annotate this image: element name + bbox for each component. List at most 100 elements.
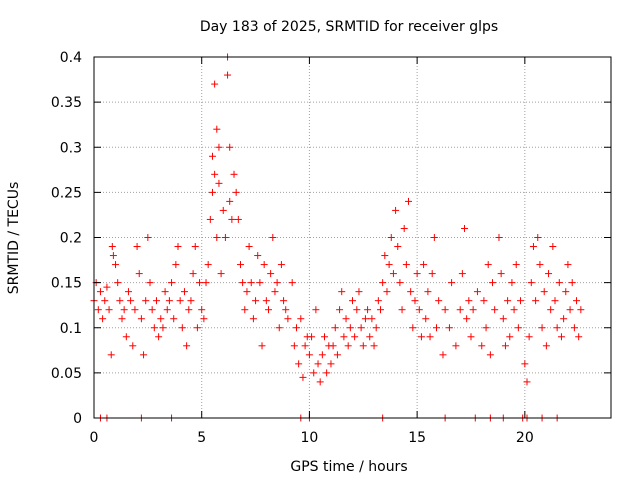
x-tick-label: 20 bbox=[516, 430, 534, 446]
data-point bbox=[129, 342, 137, 350]
data-point bbox=[545, 270, 553, 278]
data-point bbox=[448, 279, 456, 287]
data-point bbox=[340, 333, 348, 341]
data-point bbox=[236, 261, 244, 269]
data-point bbox=[540, 288, 548, 296]
data-point bbox=[428, 270, 436, 278]
data-point bbox=[299, 373, 307, 381]
data-point bbox=[333, 351, 341, 359]
data-point bbox=[329, 342, 337, 350]
y-tick-label: 0 bbox=[73, 411, 82, 427]
data-point bbox=[478, 342, 486, 350]
data-point bbox=[346, 324, 354, 332]
data-point bbox=[107, 351, 115, 359]
data-point bbox=[372, 324, 380, 332]
data-point bbox=[396, 279, 404, 287]
data-point bbox=[323, 369, 331, 377]
data-point bbox=[501, 342, 509, 350]
data-point bbox=[331, 324, 339, 332]
data-point bbox=[150, 324, 158, 332]
data-point bbox=[349, 297, 356, 305]
data-point bbox=[180, 288, 188, 296]
data-point bbox=[527, 279, 535, 287]
data-point bbox=[549, 243, 557, 251]
data-point bbox=[336, 306, 344, 314]
y-tick-label: 0.2 bbox=[60, 231, 82, 247]
y-tick-label: 0.25 bbox=[51, 185, 82, 201]
data-point bbox=[542, 342, 550, 350]
data-point bbox=[254, 252, 262, 260]
data-point bbox=[252, 297, 260, 305]
data-point bbox=[275, 324, 283, 332]
data-point bbox=[504, 297, 512, 305]
data-point bbox=[206, 215, 214, 223]
data-point bbox=[198, 306, 206, 314]
data-point bbox=[411, 297, 419, 305]
data-point bbox=[491, 306, 499, 314]
data-point bbox=[96, 288, 104, 296]
data-point bbox=[165, 297, 173, 305]
data-point bbox=[361, 315, 369, 323]
data-point bbox=[430, 234, 438, 241]
data-point bbox=[176, 297, 184, 305]
data-point bbox=[517, 297, 525, 305]
data-point bbox=[284, 315, 292, 323]
data-point bbox=[295, 360, 303, 368]
data-points bbox=[90, 53, 585, 422]
data-point bbox=[368, 315, 376, 323]
data-point bbox=[140, 351, 148, 359]
data-point bbox=[108, 243, 116, 251]
data-point bbox=[381, 252, 389, 260]
data-point bbox=[260, 261, 268, 269]
data-point bbox=[189, 270, 197, 278]
data-point bbox=[377, 306, 385, 314]
data-point bbox=[116, 297, 124, 305]
data-point bbox=[282, 306, 290, 314]
data-point bbox=[402, 261, 410, 269]
data-point bbox=[170, 315, 178, 323]
data-point bbox=[338, 288, 346, 296]
data-point bbox=[99, 315, 107, 323]
data-point bbox=[191, 243, 199, 251]
data-point bbox=[374, 297, 382, 305]
data-point bbox=[273, 279, 281, 287]
data-point bbox=[422, 315, 430, 323]
data-point bbox=[473, 288, 481, 296]
data-point bbox=[344, 342, 352, 350]
data-point bbox=[320, 333, 328, 341]
data-point bbox=[499, 315, 507, 323]
data-point bbox=[529, 243, 537, 251]
data-point bbox=[219, 206, 227, 214]
data-point bbox=[364, 306, 372, 314]
x-tick-label: 10 bbox=[301, 430, 319, 446]
data-point bbox=[297, 315, 305, 323]
data-point bbox=[413, 270, 421, 278]
data-point bbox=[387, 234, 395, 241]
data-point bbox=[508, 279, 516, 287]
data-point bbox=[452, 342, 460, 350]
data-point bbox=[213, 125, 221, 133]
data-point bbox=[211, 80, 219, 88]
data-point bbox=[568, 279, 576, 287]
data-point bbox=[249, 315, 257, 323]
data-point bbox=[456, 306, 464, 314]
data-point bbox=[441, 306, 449, 314]
data-point bbox=[392, 206, 400, 214]
data-point bbox=[463, 315, 471, 323]
data-point bbox=[379, 279, 387, 287]
data-point bbox=[495, 234, 503, 241]
data-point bbox=[551, 297, 559, 305]
data-point bbox=[144, 234, 152, 241]
y-tick-label: 0.35 bbox=[51, 95, 82, 111]
y-axis-label: SRMTID / TECUs bbox=[6, 182, 22, 295]
data-point bbox=[217, 270, 225, 278]
data-point bbox=[127, 297, 135, 305]
x-tick-label: 0 bbox=[90, 430, 99, 446]
data-point bbox=[553, 324, 561, 332]
data-point bbox=[124, 288, 132, 296]
data-point bbox=[230, 170, 238, 178]
data-point bbox=[112, 261, 120, 269]
data-point bbox=[469, 306, 477, 314]
data-point bbox=[560, 315, 568, 323]
data-point bbox=[342, 315, 350, 323]
